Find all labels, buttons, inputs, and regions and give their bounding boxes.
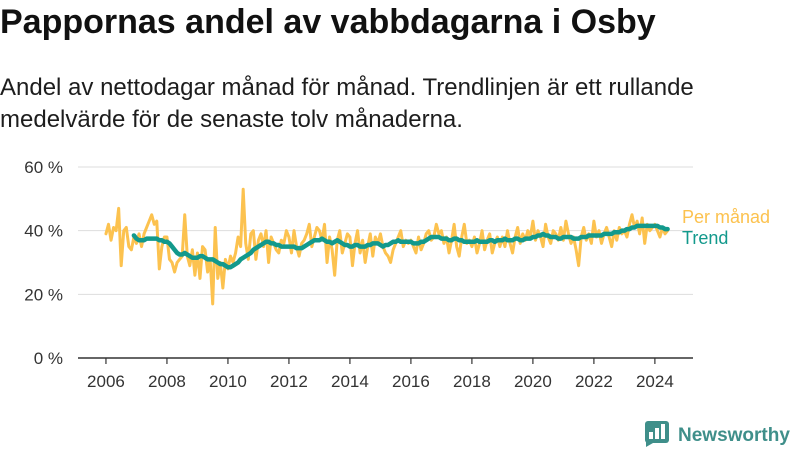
x-tick-label: 2020: [514, 372, 552, 391]
chart-title: Pappornas andel av vabbdagarna i Osby: [0, 3, 656, 41]
axes: 0 % 20 % 40 % 60 % 2006 2008 2010 2012 2014 2016 2…: [24, 158, 693, 391]
legend: Per månad Trend: [682, 207, 770, 248]
y-tick-label: 20 %: [24, 285, 63, 304]
x-tick-label: 2016: [392, 372, 430, 391]
newsworthy-logo-text: Newsworthy: [678, 425, 790, 446]
chart-subtitle: Andel av nettodagar månad för månad. Tre…: [0, 74, 694, 133]
series-lines: [104, 187, 670, 306]
x-tick-label: 2012: [270, 372, 308, 391]
legend-label-trend: Trend: [682, 228, 728, 248]
x-tick-label: 2022: [575, 372, 613, 391]
x-tick-label: 2014: [331, 372, 369, 391]
y-tick-label: 0 %: [34, 349, 63, 368]
y-tick-label: 40 %: [24, 222, 63, 241]
newsworthy-bar-chart-icon: [645, 421, 669, 447]
x-tick-label: 2024: [636, 372, 674, 391]
x-tick-label: 2008: [148, 372, 186, 391]
newsworthy-logo: Newsworthy: [645, 421, 790, 447]
legend-label-per-manad: Per månad: [682, 207, 770, 227]
x-tick-label: 2010: [209, 372, 247, 391]
gridlines: [78, 166, 693, 295]
series-line-trend: [131, 223, 670, 270]
x-tick-label: 2006: [87, 372, 125, 391]
x-tick-label: 2018: [453, 372, 491, 391]
y-tick-label: 60 %: [24, 158, 63, 177]
